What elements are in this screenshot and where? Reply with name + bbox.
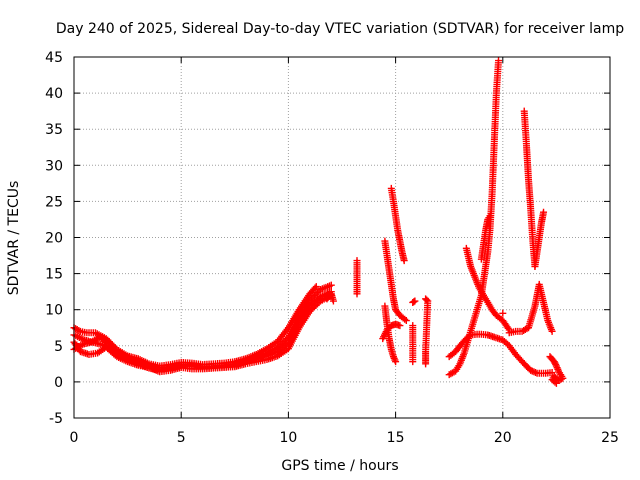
data-point [504, 324, 512, 332]
tick-label-layer: 0 5 10 15 20 25 -5 0 5 10 15 20 25 30 35 40 45 [45, 50, 619, 446]
data-point [307, 295, 315, 303]
data-point [311, 284, 319, 292]
x-tick-label: 15 [387, 430, 405, 446]
data-layer [70, 57, 567, 387]
data-point [327, 281, 335, 289]
data-point [329, 297, 337, 305]
data-point [312, 283, 320, 291]
x-tick-label: 10 [279, 430, 297, 446]
data-point [309, 293, 317, 301]
data-point [552, 361, 560, 369]
x-tick-label: 0 [70, 430, 79, 446]
data-point [422, 360, 430, 368]
y-tick-label: 40 [45, 86, 63, 102]
y-tick-label: 35 [45, 122, 63, 138]
y-tick-label: 20 [45, 231, 63, 247]
data-point [409, 358, 417, 366]
x-axis-label: GPS time / hours [281, 458, 398, 474]
data-point [527, 366, 535, 374]
data-point [310, 292, 318, 300]
data-point [528, 367, 536, 375]
data-point [411, 297, 419, 305]
data-point [548, 327, 556, 335]
data-point [313, 289, 321, 297]
data-point [402, 317, 410, 325]
data-point [540, 208, 548, 216]
data-point [306, 296, 314, 304]
y-tick-label: 10 [45, 303, 63, 319]
x-tick-label: 20 [494, 430, 512, 446]
data-point [401, 315, 409, 323]
data-point [75, 326, 83, 334]
y-tick-label: 30 [45, 158, 63, 174]
data-point [312, 290, 320, 298]
y-tick-label: 15 [45, 267, 63, 283]
data-point [499, 309, 507, 317]
x-tick-label: 25 [601, 430, 619, 446]
data-point [396, 322, 404, 330]
data-point [495, 57, 503, 65]
y-tick-label: 25 [45, 194, 63, 210]
data-point [552, 379, 560, 387]
x-tick-label: 5 [177, 430, 186, 446]
y-tick-label: 0 [54, 375, 63, 391]
data-point [486, 212, 494, 220]
y-axis-label: SDTVAR / TECUs [6, 181, 22, 296]
y-tick-label: 45 [45, 50, 63, 66]
data-point [530, 368, 538, 376]
data-point [423, 296, 431, 304]
data-point [548, 369, 556, 377]
chart-title: Day 240 of 2025, Sidereal Day-to-day VTE… [56, 21, 624, 37]
data-point [410, 298, 418, 306]
data-point [551, 378, 559, 386]
data-point [400, 257, 408, 265]
data-point [531, 369, 539, 377]
y-tick-label: -5 [49, 411, 63, 427]
plot-frame [73, 56, 611, 419]
grid-layer [74, 57, 610, 418]
y-tick-label: 5 [54, 339, 63, 355]
data-point [392, 358, 400, 366]
data-point [353, 288, 361, 296]
